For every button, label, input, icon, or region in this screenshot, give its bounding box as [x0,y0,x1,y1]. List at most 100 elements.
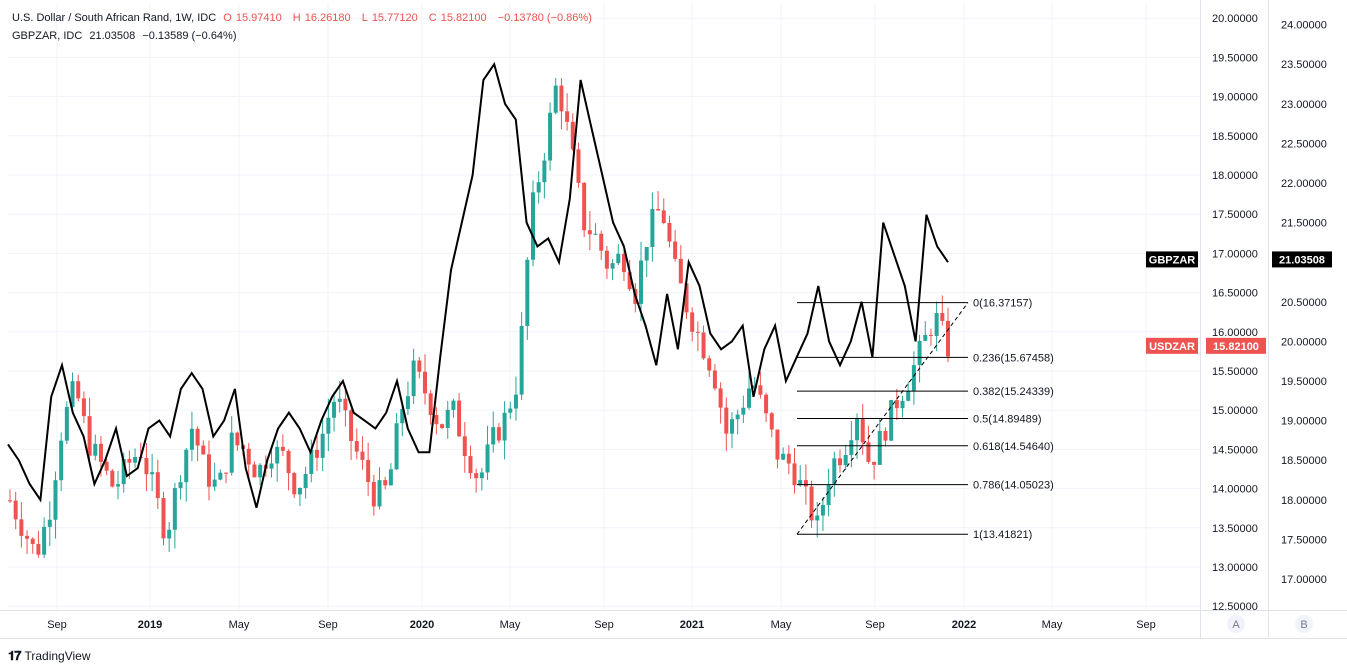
candle-body [906,391,911,401]
gbpzar-price-tag-text: 21.03508 [1279,254,1325,266]
candle-body [565,111,570,122]
right-axis-tick: 24.00000 [1281,20,1327,32]
left-axis-tick: 20.00000 [1212,13,1258,25]
candle-body [411,360,416,397]
axis-scale-button[interactable] [1227,615,1245,633]
candle-body [701,332,706,359]
candle-body [8,500,12,502]
fib-level-label: 0.236(15.67458) [973,352,1054,364]
right-axis-tick: 18.00000 [1281,495,1327,507]
candle-body [280,446,285,451]
candle-body [172,488,177,530]
right-axis-tick: 19.50000 [1281,376,1327,388]
candle-body [604,250,609,269]
fib-level-label: 0.786(14.05023) [973,480,1054,492]
candle-body [519,325,524,395]
candle-body [371,482,376,507]
candle-body [718,388,723,408]
tradingview-logo[interactable]: 𝟏𝟕 TradingView [8,648,91,663]
right-axis-tick: 17.00000 [1281,574,1327,586]
candle-body [820,505,825,516]
right-axis-tick: 23.00000 [1281,99,1327,111]
left-axis-tick: 19.00000 [1212,92,1258,104]
time-axis-label: May [500,619,521,631]
candle-body [417,360,422,372]
candle-body [644,246,649,261]
candle-body [627,272,632,290]
compare-value: 21.03508 [89,30,136,42]
change-value: −0.13780 (−0.86%) [497,12,592,24]
gbpzar-symbol-tag-text: GBPZAR [1149,254,1196,266]
candle-body [25,535,30,539]
candle-body [13,500,18,520]
candle-body [332,401,337,418]
candle-body [297,487,302,495]
candle-body [206,454,211,487]
candle-body [741,407,746,415]
candle-body [570,121,575,150]
candle-body [155,472,160,499]
usdzar-price-tag-text: 15.82100 [1213,341,1259,353]
left-axis-tick: 15.50000 [1212,366,1258,378]
low-value: 15.77120 [371,12,418,24]
candle-body [883,431,888,441]
candle-body [576,149,581,183]
gbpzar-symbol-tag [1146,251,1198,268]
left-axis-tick: 13.00000 [1212,562,1258,574]
axis-scale-button-label: B [1300,619,1307,631]
candle-body [81,398,86,417]
candle-body [747,388,752,408]
time-axis-label: Sep [47,619,67,631]
candle-body [656,209,661,211]
candle-body [383,480,388,486]
candle-body [127,459,132,463]
candle-body [593,233,598,235]
candle-body [64,406,69,441]
candle-body [582,182,587,231]
candle-body [513,394,518,409]
candle-body [218,472,223,480]
candle-body [468,456,473,474]
candle-body [229,432,234,473]
candle-body [184,449,189,483]
candle-body [144,458,149,475]
candle-body [724,407,729,434]
candle-body [712,370,717,389]
candle-body [894,400,899,409]
symbol-title: U.S. Dollar / South African Rand, 1W, ID… [12,12,217,24]
candle-body [133,457,138,463]
candle-body [485,444,490,473]
candle-body [445,409,450,428]
candle-body [781,453,786,460]
right-axis-tick: 23.50000 [1281,59,1327,71]
candle-body [889,400,894,441]
candle-body [286,450,291,474]
candle-body [87,416,92,456]
candle-body [934,313,939,336]
right-axis-tick: 18.50000 [1281,455,1327,467]
candle-body [610,263,615,269]
candle-body [752,385,757,389]
candle-body [849,440,854,455]
candle-body [360,451,365,460]
candle-body [690,312,695,332]
axis-scale-button[interactable] [1295,615,1313,633]
candle-body [900,400,905,409]
candle-body [167,529,172,539]
candle-body [246,448,251,465]
candle-body [940,313,945,321]
tv-icon: 𝟏𝟕 [8,648,22,663]
gbpzar-price-tag [1272,251,1332,268]
candle-body [252,464,257,478]
candle-body [104,461,109,471]
candle-body [440,424,445,428]
candle-body [872,461,877,465]
time-axis-label: 2020 [410,619,434,631]
candle-body [809,486,814,521]
price-labels: GBPZAR 21.03508 USDZAR 15.82100 [1146,251,1332,354]
time-axis-label: May [771,619,792,631]
candle-body [161,498,166,539]
candle-body [911,365,916,392]
candle-body [826,484,831,506]
